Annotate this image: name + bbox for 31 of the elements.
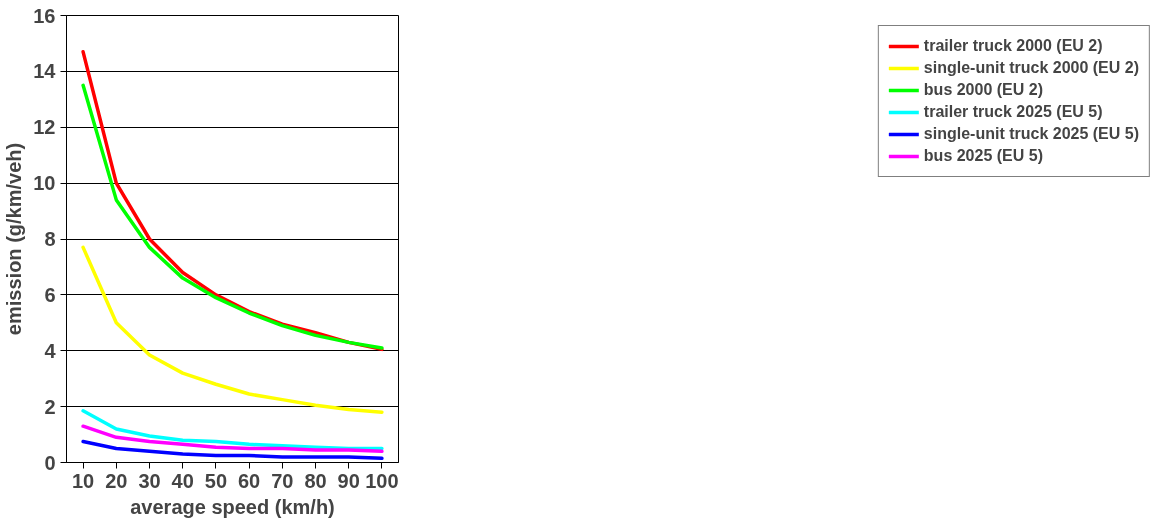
line-series — [81, 245, 384, 414]
legend-label: single-unit truck 2000 (EU 2) — [923, 59, 1139, 77]
x-tick-label: 30 — [138, 469, 161, 492]
x-tick-label: 90 — [337, 469, 360, 492]
y-tick-label: 10 — [33, 172, 56, 195]
line-series — [81, 439, 384, 461]
x-tick-label: 70 — [271, 469, 294, 492]
x-tick-label: 40 — [171, 469, 194, 492]
x-tick-label: 80 — [304, 469, 327, 492]
x-axis-title: average speed (km/h) — [130, 495, 335, 518]
y-axis-title: emission (g/km/veh) — [3, 142, 26, 336]
y-tick-label: 4 — [44, 339, 57, 362]
legend-label: trailer truck 2025 (EU 5) — [923, 103, 1103, 121]
x-tick-label: 60 — [237, 469, 261, 492]
x-tick-label: 10 — [71, 469, 95, 492]
legend-label: single-unit truck 2025 (EU 5) — [923, 125, 1139, 143]
y-tick-label: 2 — [44, 395, 56, 418]
x-tick-label: 20 — [105, 469, 128, 492]
line-series — [81, 424, 384, 454]
y-tick-label: 6 — [44, 283, 56, 306]
y-tick-label: 12 — [33, 116, 56, 139]
y-tick-label: 16 — [33, 4, 56, 27]
x-tick-label: 100 — [365, 469, 399, 492]
y-tick-label: 8 — [44, 228, 56, 250]
legend-label: bus 2000 (EU 2) — [923, 81, 1043, 99]
legend-label: trailer truck 2000 (EU 2) — [923, 37, 1103, 55]
y-tick-label: 0 — [44, 451, 56, 474]
x-tick-label: 50 — [204, 469, 228, 492]
y-tick-label: 14 — [33, 60, 57, 83]
line-series — [81, 409, 384, 451]
legend-label: bus 2025 (EU 5) — [923, 147, 1043, 165]
